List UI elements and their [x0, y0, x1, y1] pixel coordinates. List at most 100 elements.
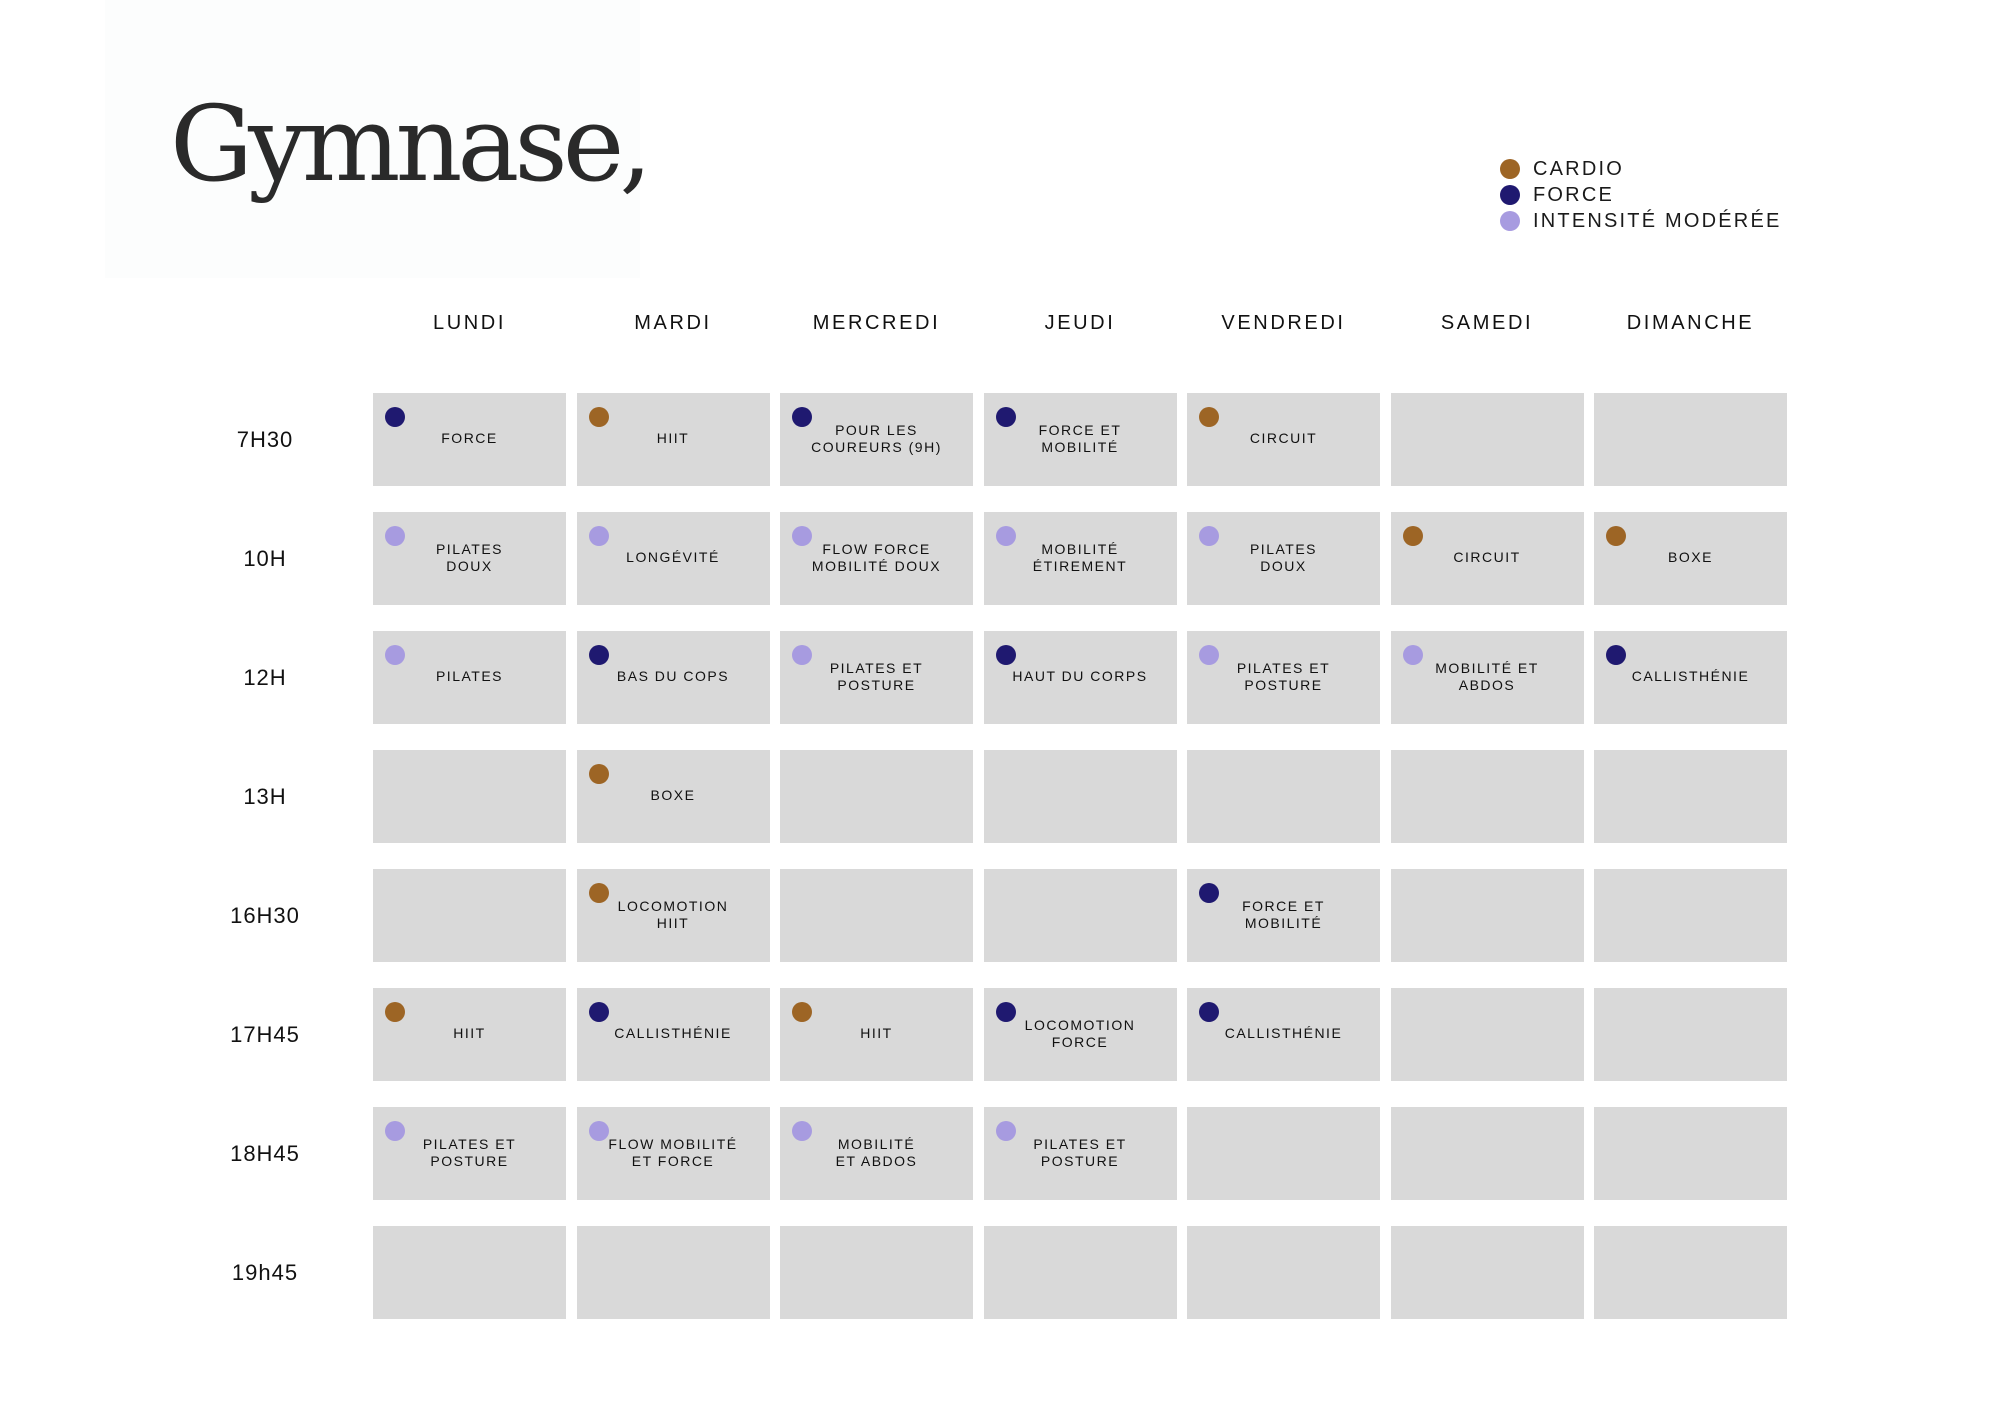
- class-slot: CALLISTHÉNIE: [576, 988, 770, 1081]
- class-label: FLOW FORCE MOBILITÉ DOUX: [811, 540, 942, 574]
- class-slot: CALLISTHÉNIE: [1187, 988, 1380, 1081]
- empty-slot: [1594, 1226, 1787, 1319]
- class-label: CALLISTHÉNIE: [1224, 1025, 1343, 1041]
- category-dot-icon: [588, 764, 609, 784]
- class-label: HIIT: [656, 430, 690, 446]
- class-label: BAS DU COPS: [616, 668, 730, 684]
- day-header: MARDI: [634, 312, 712, 334]
- class-label: BOXE: [1668, 549, 1713, 565]
- class-slot: PILATES ET POSTURE: [373, 1107, 566, 1200]
- category-dot-icon: [588, 1121, 609, 1141]
- legend: CARDIO FORCE INTENSITÉ MODÉRÉE: [1500, 156, 1860, 234]
- legend-item-force: FORCE: [1500, 182, 1860, 208]
- class-label: PILATES ET POSTURE: [422, 1135, 517, 1169]
- class-label: CALLISTHÉNIE: [614, 1025, 732, 1041]
- class-label: LOCOMOTION HIIT: [617, 897, 729, 931]
- empty-slot: [1390, 988, 1584, 1081]
- category-dot-icon: [385, 407, 405, 427]
- class-label: FORCE: [441, 430, 498, 446]
- empty-slot: [1390, 1107, 1584, 1200]
- schedule-grid: FORCE HIIT POUR LES COUREURS (9H) FORCE ET …: [373, 393, 1787, 1319]
- class-label: FORCE ET MOBILITÉ: [1038, 421, 1122, 455]
- category-dot-icon: [588, 526, 609, 546]
- category-dot-icon: [385, 1121, 405, 1141]
- class-slot: PILATES ET POSTURE: [780, 631, 973, 724]
- category-dot-icon: [1199, 883, 1219, 903]
- empty-slot: [1390, 869, 1584, 962]
- class-label: MOBILITÉ ET ABDOS: [1435, 659, 1539, 693]
- category-dot-icon: [995, 526, 1016, 546]
- day-header: SAMEDI: [1440, 312, 1534, 334]
- class-slot: FORCE: [373, 393, 566, 486]
- class-slot: HAUT DU CORPS: [983, 631, 1177, 724]
- empty-slot: [1187, 750, 1380, 843]
- legend-label: INTENSITÉ MODÉRÉE: [1533, 210, 1782, 232]
- title-panel: [105, 0, 640, 278]
- class-slot: BAS DU COPS: [576, 631, 770, 724]
- category-dot-icon: [588, 645, 609, 665]
- class-label: MOBILITÉ ET ABDOS: [835, 1135, 918, 1169]
- empty-slot: [780, 1226, 973, 1319]
- dot-icon: [1500, 185, 1520, 205]
- time-label: 16H30: [230, 902, 300, 928]
- category-dot-icon: [995, 407, 1016, 427]
- day-header-row: LUNDI MARDI MERCREDI JEUDI VENDREDI SAMEDI DIM…: [373, 306, 1787, 340]
- class-label: BOXE: [650, 787, 696, 803]
- empty-slot: [576, 1226, 770, 1319]
- class-slot: FLOW MOBILITÉ ET FORCE: [576, 1107, 770, 1200]
- class-label: CALLISTHÉNIE: [1631, 668, 1750, 684]
- time-label: 12H: [243, 664, 287, 690]
- class-slot: LOCOMOTION FORCE: [983, 988, 1177, 1081]
- time-label: 10H: [243, 545, 287, 571]
- class-label: HIIT: [860, 1025, 893, 1041]
- day-header: VENDREDI: [1221, 312, 1346, 334]
- class-slot: LOCOMOTION HIIT: [576, 869, 770, 962]
- class-slot: PILATES ET POSTURE: [1187, 631, 1380, 724]
- empty-slot: [780, 750, 973, 843]
- time-label: 13H: [243, 783, 287, 809]
- class-label: FORCE ET MOBILITÉ: [1242, 897, 1325, 931]
- legend-item-moderate: INTENSITÉ MODÉRÉE: [1500, 208, 1860, 234]
- class-label: PILATES DOUX: [435, 540, 504, 574]
- category-dot-icon: [588, 883, 609, 903]
- category-dot-icon: [995, 645, 1016, 665]
- empty-slot: [1390, 1226, 1584, 1319]
- empty-slot: [1187, 1226, 1380, 1319]
- page-title: Gymnase,: [170, 83, 652, 205]
- class-slot: PILATES DOUX: [1187, 512, 1380, 605]
- class-slot: FORCE ET MOBILITÉ: [1187, 869, 1380, 962]
- class-label: LOCOMOTION FORCE: [1024, 1016, 1136, 1050]
- day-header: LUNDI: [432, 312, 506, 334]
- class-slot: FORCE ET MOBILITÉ: [983, 393, 1177, 486]
- class-slot: CIRCUIT: [1390, 512, 1584, 605]
- class-label: CIRCUIT: [1249, 430, 1318, 446]
- legend-label: CARDIO: [1533, 158, 1624, 180]
- day-header: JEUDI: [1044, 312, 1116, 334]
- day-header: MERCREDI: [812, 312, 941, 334]
- category-dot-icon: [1402, 526, 1423, 546]
- class-slot: POUR LES COUREURS (9H): [780, 393, 973, 486]
- empty-slot: [1390, 750, 1584, 843]
- empty-slot: [983, 750, 1177, 843]
- class-slot: BOXE: [1594, 512, 1787, 605]
- empty-slot: [1594, 1107, 1787, 1200]
- class-label: HIIT: [453, 1025, 486, 1041]
- category-dot-icon: [792, 1002, 812, 1022]
- day-header: DIMANCHE: [1626, 312, 1755, 334]
- class-label: PILATES ET POSTURE: [829, 659, 924, 693]
- class-label: PILATES: [435, 668, 504, 684]
- class-slot: LONGÉVITÉ: [576, 512, 770, 605]
- class-slot: PILATES DOUX: [373, 512, 566, 605]
- dot-icon: [1500, 159, 1520, 179]
- class-slot: PILATES ET POSTURE: [983, 1107, 1177, 1200]
- class-slot: MOBILITÉ ÉTIREMENT: [983, 512, 1177, 605]
- category-dot-icon: [995, 1121, 1016, 1141]
- legend-label: FORCE: [1533, 184, 1614, 206]
- category-dot-icon: [1606, 526, 1626, 546]
- class-slot: CALLISTHÉNIE: [1594, 631, 1787, 724]
- category-dot-icon: [1199, 1002, 1219, 1022]
- empty-slot: [373, 1226, 566, 1319]
- category-dot-icon: [385, 645, 405, 665]
- empty-slot: [983, 869, 1177, 962]
- dot-icon: [1500, 211, 1520, 231]
